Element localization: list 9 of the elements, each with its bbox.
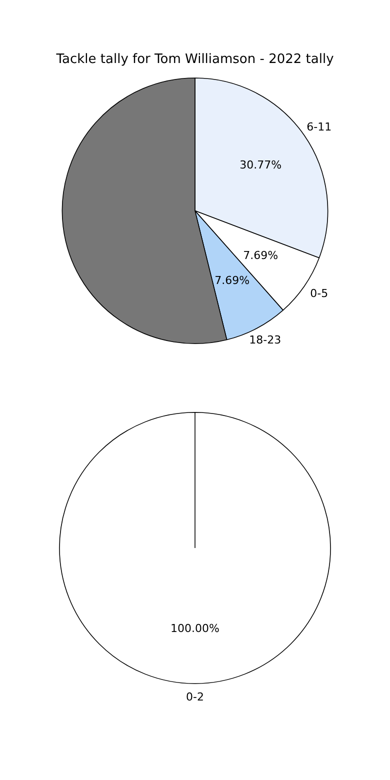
chart-title: Tackle tally for Tom Williamson - 2022 tally bbox=[55, 52, 334, 68]
slice-label: 0-2 bbox=[186, 690, 204, 704]
data-label: 100.00% bbox=[170, 622, 220, 636]
slice-label: 18-23 bbox=[249, 334, 282, 347]
data-label: 7.69% bbox=[243, 248, 278, 262]
slice-label: 6-11 bbox=[306, 120, 332, 134]
data-label: 30.77% bbox=[240, 158, 282, 172]
slice-label: 0-5 bbox=[310, 287, 328, 300]
data-label: 7.69% bbox=[214, 274, 250, 288]
